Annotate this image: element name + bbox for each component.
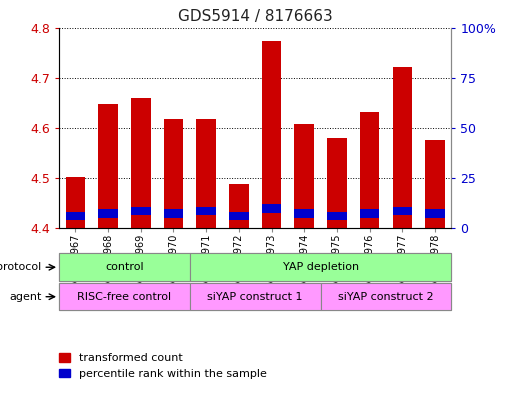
Legend: transformed count, percentile rank within the sample: transformed count, percentile rank withi… <box>54 349 271 384</box>
Text: siYAP construct 2: siYAP construct 2 <box>338 292 434 302</box>
Bar <box>425 140 445 228</box>
Bar <box>164 119 183 228</box>
Bar <box>327 138 347 228</box>
FancyBboxPatch shape <box>59 253 190 281</box>
Bar <box>66 212 85 220</box>
FancyBboxPatch shape <box>321 283 451 310</box>
Bar <box>131 97 150 228</box>
Bar <box>98 104 118 228</box>
Bar <box>131 207 150 215</box>
Text: protocol: protocol <box>0 262 42 272</box>
Text: siYAP construct 1: siYAP construct 1 <box>207 292 303 302</box>
Bar <box>66 177 85 228</box>
Bar <box>327 212 347 220</box>
FancyBboxPatch shape <box>190 253 451 281</box>
Title: GDS5914 / 8176663: GDS5914 / 8176663 <box>178 9 332 24</box>
Bar <box>262 41 281 228</box>
Bar <box>262 204 281 213</box>
FancyBboxPatch shape <box>59 283 190 310</box>
Text: agent: agent <box>9 292 42 302</box>
FancyBboxPatch shape <box>190 283 321 310</box>
Bar <box>392 66 412 228</box>
Bar <box>164 209 183 218</box>
Text: YAP depletion: YAP depletion <box>283 262 359 272</box>
Bar <box>294 124 314 228</box>
Bar <box>229 212 249 220</box>
Bar <box>98 209 118 218</box>
Text: control: control <box>105 262 144 272</box>
Bar <box>294 209 314 218</box>
Bar <box>229 184 249 228</box>
Bar <box>425 209 445 218</box>
Bar <box>392 207 412 215</box>
Text: RISC-free control: RISC-free control <box>77 292 171 302</box>
Bar <box>196 119 216 228</box>
Bar <box>360 209 380 218</box>
Bar <box>360 112 380 228</box>
Bar <box>196 207 216 215</box>
